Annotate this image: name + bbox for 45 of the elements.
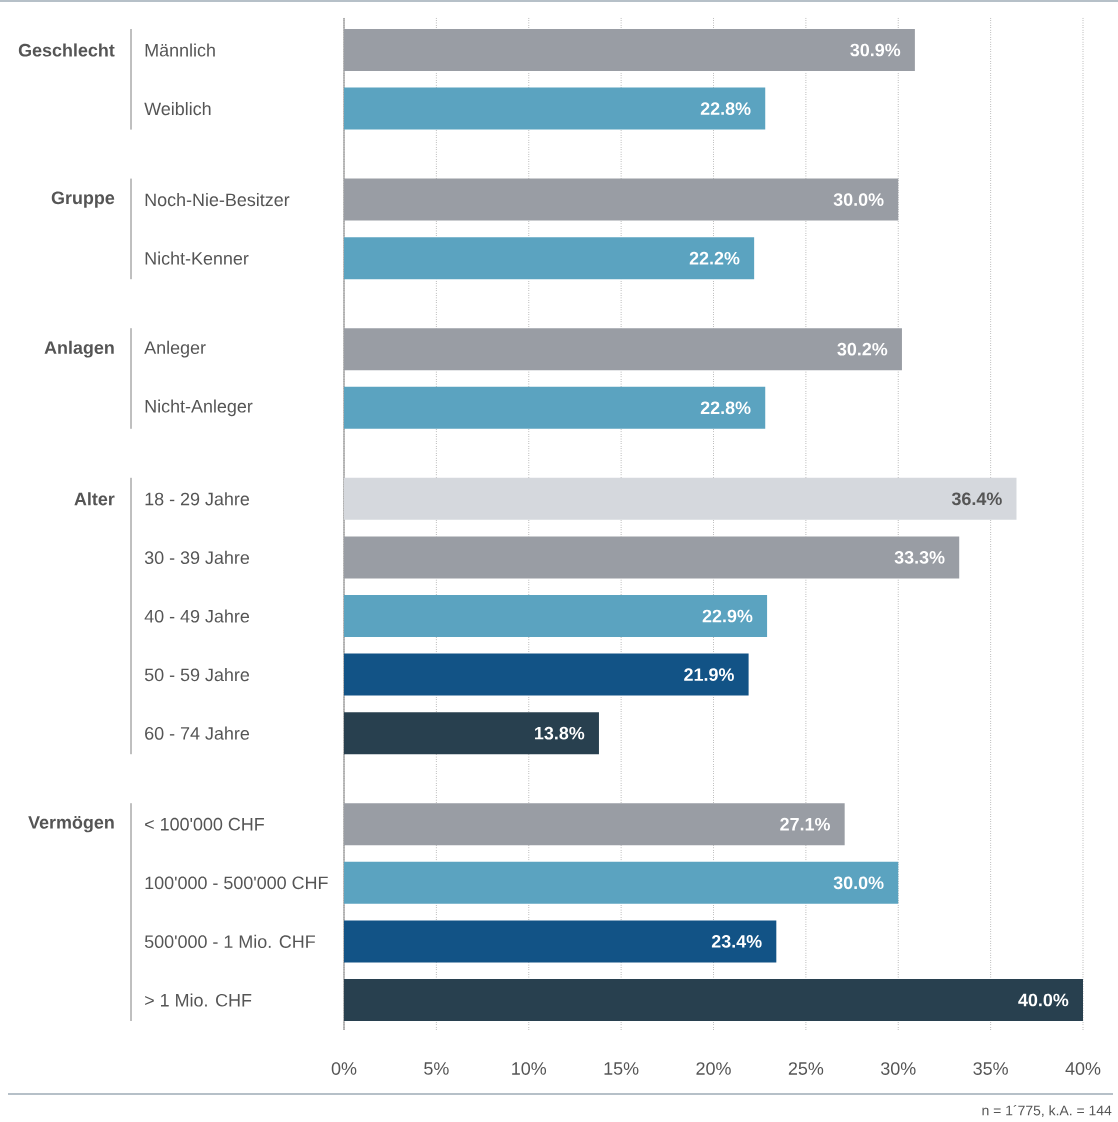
x-tick-label: 40% <box>1065 1062 1101 1075</box>
data-label: 36.4% <box>951 492 1002 506</box>
x-tick-label: 30% <box>880 1062 916 1075</box>
x-tick-label: 5% <box>424 1062 449 1075</box>
x-tick-label: 20% <box>696 1062 731 1075</box>
data-label: 22.2% <box>689 251 740 265</box>
data-label: 30.9% <box>850 43 901 57</box>
data-label: 30.2% <box>837 342 888 356</box>
data-label: 22.8% <box>700 401 751 415</box>
text: n = 1´775, k.A. = 144 <box>982 1104 1112 1118</box>
data-label: 13.8% <box>535 726 585 740</box>
y-tick-label: 500'000 - 1 Mio. CHF <box>144 934 315 948</box>
y-tick-label: Noch-Nie-Besitzer <box>145 193 290 207</box>
data-label: 30.0% <box>833 876 884 890</box>
text: Alter <box>74 492 115 506</box>
text: Vermögen <box>28 816 114 833</box>
x-tick-label: 15% <box>604 1062 639 1075</box>
y-tick-label: Männlich <box>145 43 215 57</box>
x-tick-label: 10% <box>512 1062 547 1075</box>
data-label: 23.4% <box>711 935 762 948</box>
y-tick-label: Weiblich <box>144 102 211 116</box>
data-label: 40.0% <box>1018 993 1069 1007</box>
data-label: 30.0% <box>833 193 884 206</box>
x-tick-label: 0% <box>331 1062 357 1075</box>
y-tick-label: Nicht-Anleger <box>145 399 253 417</box>
y-tick-label: 100'000 - 500'000 CHF <box>145 876 328 890</box>
y-tick-label: 40 - 49 Jahre <box>144 609 250 623</box>
text: Geschlecht <box>18 43 115 57</box>
text: Anlagen <box>44 340 114 358</box>
x-tick-label: 35% <box>973 1062 1008 1075</box>
data-label: 22.9% <box>702 609 753 623</box>
y-tick-label: Anleger <box>144 340 206 358</box>
data-label: 33.3% <box>894 551 945 564</box>
x-tick-label: 25% <box>788 1062 824 1075</box>
y-tick-label: Nicht-Kenner <box>145 251 249 265</box>
y-tick-label: 60 - 74 Jahre <box>145 726 250 740</box>
y-tick-label: < 100'000 CHF <box>145 817 264 831</box>
data-label: 21.9% <box>684 668 734 681</box>
data-label: 22.8% <box>700 102 751 115</box>
y-tick-label: 30 - 39 Jahre <box>144 550 250 564</box>
data-label: 27.1% <box>780 817 830 831</box>
y-tick-label: > 1 Mio. CHF <box>145 993 252 1007</box>
text: Gruppe <box>51 191 115 208</box>
y-tick-label: 18 - 29 Jahre <box>145 492 250 506</box>
y-tick-label: 50 - 59 Jahre <box>144 668 250 682</box>
